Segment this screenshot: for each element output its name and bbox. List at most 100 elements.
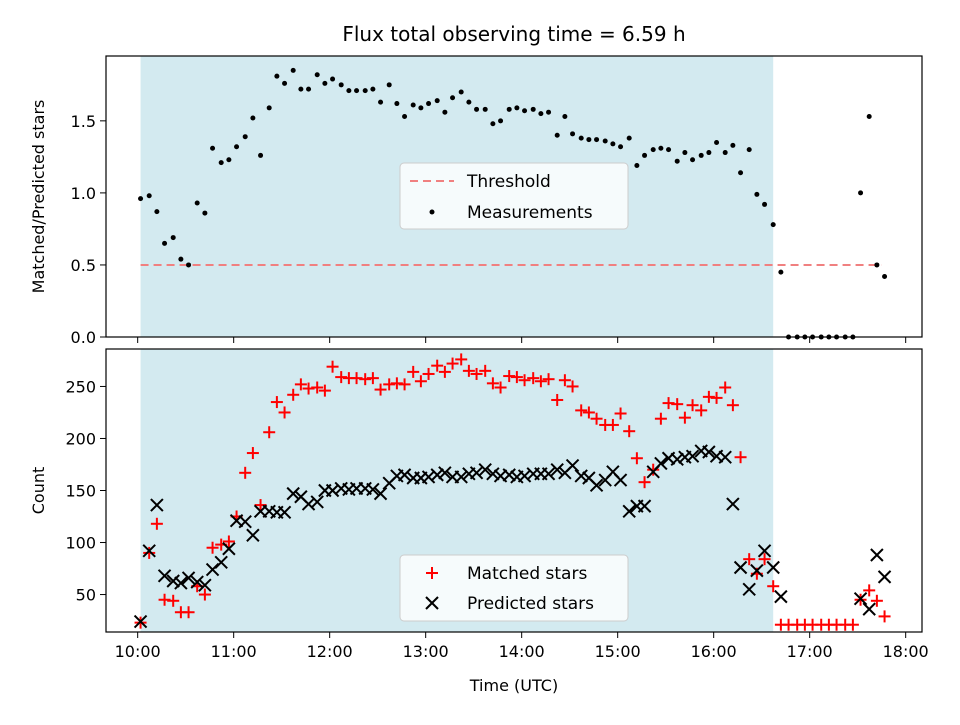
ratio-y-axis-label: Matched/Predicted stars [29,100,48,294]
predicted-star-point [150,498,164,512]
matched-star-point [335,371,348,384]
matched-star-point [222,535,235,548]
predicted-star-stroke [870,548,884,562]
count-y-axis: 50 100 150 200 250 [65,377,106,605]
matched-star-point [767,580,780,593]
measurement-point [314,72,320,78]
legend-threshold-label: Threshold [466,172,551,192]
measurement-point [242,134,248,140]
matched-star-point [359,373,372,386]
predicted-star-point [430,468,444,482]
matched-star-point [390,377,403,390]
predicted-star-point [750,563,764,578]
matched-star-point [167,594,180,607]
measurement-point [226,157,232,163]
predicted-star-point [142,544,156,558]
count-y-tick-label: 150 [65,482,96,501]
matched-star-point [350,372,363,385]
measurement-point [546,109,552,115]
matched-star-point [758,553,771,566]
x-tick-label: 10:00 [115,642,161,661]
measurement-point [754,191,760,197]
matched-star-point [263,426,276,439]
measurement-point [722,150,728,156]
measurement-point [418,105,424,111]
predicted-star-point [373,486,388,501]
predicted-star-point [853,591,868,606]
predicted-star-point [862,602,876,616]
matched-star-point [182,606,195,619]
matched-star-point [638,476,651,489]
predicted-star-point [757,544,772,558]
matched-star-point [518,374,531,387]
measurement-point [274,73,280,79]
matched-star-point [398,378,411,391]
predicted-star-stroke [438,466,452,480]
matched-star-point [318,384,331,397]
measurement-point [762,201,768,207]
ratio-y-tick-label: 0.0 [71,328,96,347]
predicted-star-stroke [150,498,164,512]
measurement-point [410,102,416,108]
measurement-point [610,141,616,147]
matched-star-point [702,390,715,403]
predicted-star-stroke [454,470,468,484]
predicted-star-stroke [222,542,236,556]
predicted-star-stroke [502,468,516,482]
measurement-point [490,121,496,127]
predicted-star-point [469,466,484,480]
measurement-point [530,106,536,112]
x-tick-label: 12:00 [307,642,353,661]
measurement-point [778,269,784,275]
measurement-point [882,273,888,279]
predicted-star-stroke [238,515,252,529]
count-y-tick-label: 200 [65,429,96,448]
x-tick-label: 11:00 [211,642,257,661]
measurement-point [178,256,184,262]
measurement-point [282,80,288,86]
matched-star-point [686,399,699,412]
predicted-star-point [190,575,204,589]
matched-star-point [534,375,547,388]
predicted-star-point [181,571,196,585]
measurement-point [746,147,752,153]
measurement-point [866,114,872,120]
ratio-panel-frame [105,55,923,338]
x-tick-label: 14:00 [499,642,545,661]
predicted-star-point [550,462,564,477]
ratio-y-tick-label: 1.5 [71,112,96,131]
measurement-point [858,190,864,196]
measurement-point [450,95,456,101]
predicted-star-stroke [541,467,556,481]
matched-star-point [695,404,708,417]
predicted-star-stroke [718,450,732,464]
matched-star-point [455,353,468,366]
matched-star-point [150,517,163,530]
matched-star-point [726,399,739,412]
predicted-star-stroke [286,486,300,501]
count-legend-box [399,554,629,622]
measurement-point [482,106,488,112]
predicted-star-stroke [133,614,148,629]
measurement-point [354,88,360,94]
matched-star-point [558,374,571,387]
measurement-point [330,76,336,82]
count-y-tick-label: 50 [76,586,96,605]
matched-star-point [582,406,595,419]
matched-star-point [671,398,684,411]
measurement-point [386,82,392,88]
measurement-point [570,131,576,137]
count-legend: Matched stars Predicted stars [399,554,629,622]
predicted-star-point [454,470,468,484]
predicted-star-point [718,450,732,464]
measurement-point [170,235,176,241]
predicted-star-point [133,614,148,629]
matched-star-point [431,359,444,372]
matched-star-point [590,412,603,425]
matched-star-point [239,466,252,479]
predicted-star-stroke [294,490,308,504]
predicted-star-point [517,469,532,483]
count-x-axis: 10:00 11:00 12:00 13:00 14:00 15:00 16:00 17:00… [115,632,929,661]
count-y-tick-label: 100 [65,534,96,553]
predicted-star-stroke [277,505,292,520]
